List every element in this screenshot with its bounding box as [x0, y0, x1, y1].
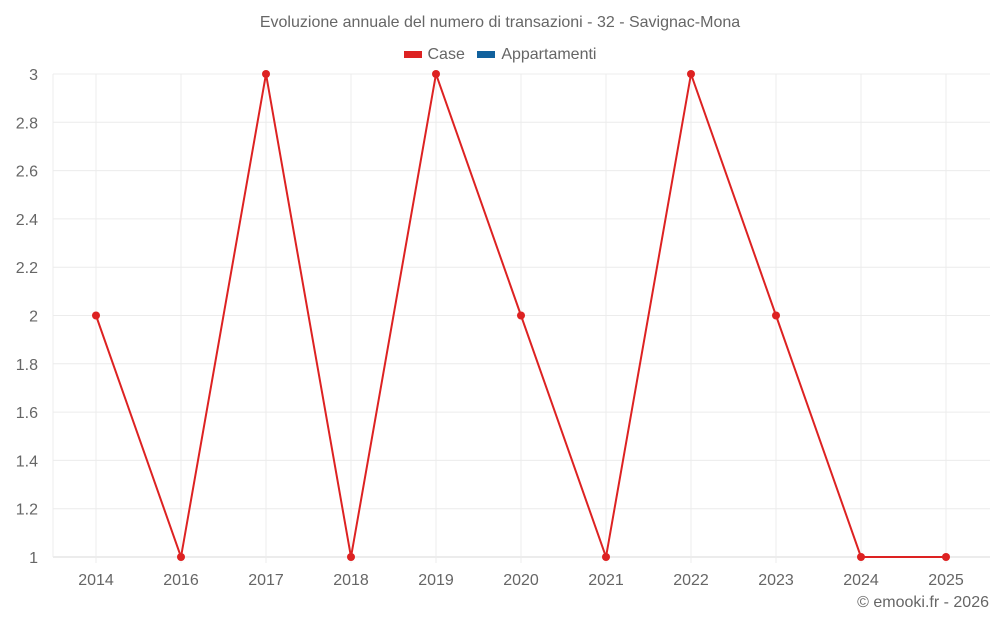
y-tick-label: 2.8: [16, 115, 38, 132]
legend-item-appartamenti[interactable]: Appartamenti: [477, 46, 596, 64]
x-tick-label: 2025: [928, 572, 964, 589]
x-tick-label: 2022: [673, 572, 709, 589]
x-tick-label: 2024: [843, 572, 879, 589]
data-point[interactable]: [177, 553, 185, 561]
y-tick-label: 2: [29, 309, 38, 326]
x-tick-label: 2021: [588, 572, 624, 589]
data-point[interactable]: [517, 311, 525, 320]
legend: Case Appartamenti: [0, 45, 1000, 64]
data-point[interactable]: [92, 311, 100, 320]
y-tick-label: 2.6: [16, 164, 38, 181]
data-point[interactable]: [432, 70, 440, 78]
data-point[interactable]: [262, 70, 270, 78]
x-tick-label: 2019: [418, 572, 454, 589]
y-tick-label: 1.2: [16, 502, 38, 519]
x-tick-label: 2014: [78, 572, 114, 589]
legend-label-case: Case: [427, 45, 465, 63]
y-tick-label: 2.4: [16, 212, 38, 229]
x-tick-label: 2020: [503, 572, 539, 589]
legend-swatch-appartamenti: [477, 51, 496, 58]
chart-title: Evoluzione annuale del numero di transaz…: [259, 14, 741, 31]
x-tick-label: 2023: [758, 572, 794, 589]
y-tick-label: 1.4: [16, 453, 38, 470]
x-tick-label: 2018: [333, 572, 369, 589]
x-axis: 2014 2016 2017 2018 2019 2020 2021 2022 2023 2024…: [78, 572, 964, 589]
legend-swatch-case: [403, 51, 422, 58]
data-point[interactable]: [772, 311, 780, 320]
series-case: [92, 70, 950, 561]
data-point[interactable]: [347, 553, 355, 561]
data-point[interactable]: [687, 70, 695, 78]
credit-text: © emooki.fr - 2026: [857, 594, 989, 611]
y-axis: 3 2.8 2.6 2.4 2.2 2 1.8 1.6 1.4 1.2 1: [16, 67, 38, 567]
y-tick-label: 3: [29, 67, 38, 84]
data-point[interactable]: [857, 553, 865, 561]
data-point[interactable]: [942, 553, 950, 561]
x-tick-label: 2016: [163, 572, 199, 589]
y-tick-label: 1.8: [16, 357, 38, 374]
legend-label-appartamenti: Appartamenti: [501, 45, 597, 63]
data-point[interactable]: [602, 553, 610, 561]
y-tick-label: 1: [29, 550, 38, 567]
y-tick-label: 1.6: [16, 405, 38, 422]
legend-item-case[interactable]: Case: [403, 45, 465, 64]
y-tick-label: 2.2: [16, 260, 38, 277]
x-tick-label: 2017: [248, 572, 284, 589]
